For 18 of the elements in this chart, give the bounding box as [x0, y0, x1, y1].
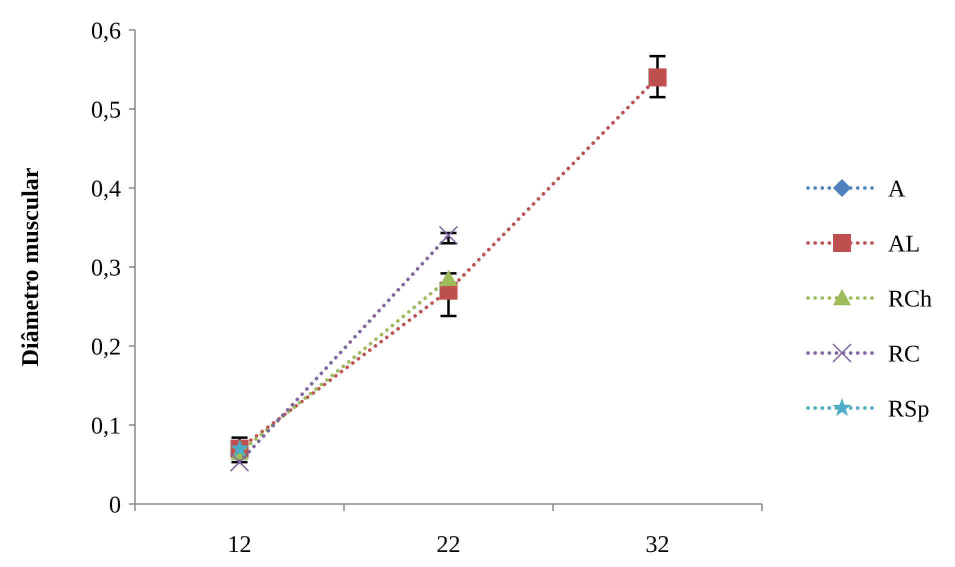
y-tick-label: 0,4: [91, 176, 121, 202]
legend-label: AL: [888, 231, 920, 258]
legend-label: RCh: [888, 286, 932, 312]
point: [648, 68, 666, 86]
y-tick-label: 0,3: [91, 255, 121, 282]
x-tick-label: 32: [646, 532, 670, 558]
y-axis-title: Diâmetro muscular: [18, 167, 44, 366]
legend-label: A: [888, 176, 906, 202]
y-tick-label: 0,5: [91, 97, 121, 124]
x-tick-label: 12: [228, 532, 252, 558]
y-tick-label: 0,2: [91, 334, 121, 360]
point: [438, 226, 458, 246]
legend-label: RSp: [888, 396, 930, 422]
y-tick-label: 0: [109, 492, 121, 518]
x-tick-label: 22: [436, 532, 460, 558]
legend-label: RC: [888, 341, 920, 368]
y-tick-label: 0,6: [91, 18, 121, 44]
y-tick-label: 0,1: [91, 413, 121, 440]
